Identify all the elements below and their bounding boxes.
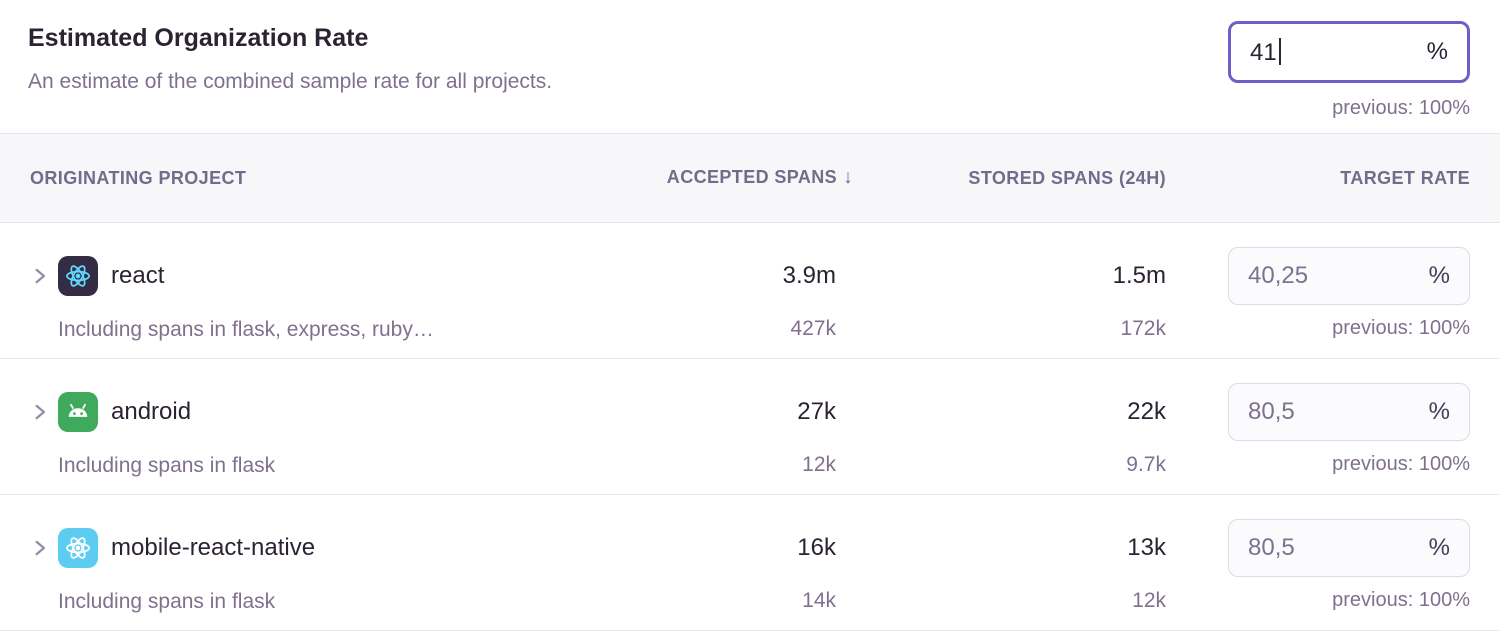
accepted-spans-cell: 3.9m 427k [593,247,853,358]
column-stored-spans[interactable]: STORED SPANS (24H) [968,167,1166,188]
project-sub-label: Including spans in flask, express, ruby… [58,318,434,341]
org-previous-rate: previous: 100% [1332,97,1470,119]
org-rate-value: 41 [1250,37,1281,67]
org-rate-input[interactable]: 41 % [1228,21,1470,83]
page-title: Estimated Organization Rate [28,24,369,52]
project-sub-label: Including spans in flask [58,454,276,477]
target-rate-cell: 80,5 % previous: 100% [1166,519,1470,630]
project-sub-label: Including spans in flask [58,590,276,613]
expand-chevron-icon[interactable] [30,538,50,558]
percent-suffix: % [1428,398,1450,425]
react-native-platform-icon [58,528,98,568]
stored-spans-cell: 22k 9.7k [853,383,1166,494]
column-originating-project: ORIGINATING PROJECT [30,167,247,188]
project-name[interactable]: mobile-react-native [111,534,316,561]
table-row: mobile-react-native Including spans in f… [0,495,1500,631]
percent-suffix: % [1428,262,1450,289]
target-rate-cell: 80,5 % previous: 100% [1166,383,1470,494]
project-cell: mobile-react-native Including spans in f… [0,519,593,630]
target-rate-input[interactable]: 80,5 % [1228,383,1470,441]
table-row: react Including spans in flask, express,… [0,223,1500,359]
stored-spans-sub-value: 172k [1120,317,1166,340]
column-accepted-spans[interactable]: ACCEPTED SPANS ↓ [666,167,853,188]
accepted-spans-sub-value: 14k [802,589,836,612]
stored-spans-value: 1.5m [1112,262,1166,289]
accepted-spans-sub-value: 427k [790,317,836,340]
previous-rate: previous: 100% [1332,317,1470,339]
stored-spans-cell: 1.5m 172k [853,247,1166,358]
project-name[interactable]: react [111,262,165,289]
previous-rate: previous: 100% [1332,453,1470,475]
accepted-spans-cell: 27k 12k [593,383,853,494]
expand-chevron-icon[interactable] [30,266,50,286]
previous-rate: previous: 100% [1332,589,1470,611]
stored-spans-cell: 13k 12k [853,519,1166,630]
project-name[interactable]: android [111,398,192,425]
project-cell: react Including spans in flask, express,… [0,247,593,358]
accepted-spans-value: 3.9m [782,262,836,289]
accepted-spans-cell: 16k 14k [593,519,853,630]
react-platform-icon [58,256,98,296]
stored-spans-value: 13k [1127,534,1166,561]
estimated-rate-section: Estimated Organization Rate An estimate … [0,0,1500,133]
accepted-spans-sub-value: 12k [802,453,836,476]
accepted-spans-value: 27k [797,398,836,425]
column-target-rate: TARGET RATE [1340,167,1470,188]
expand-chevron-icon[interactable] [30,402,50,422]
stored-spans-sub-value: 9.7k [1126,453,1166,476]
table-header: ORIGINATING PROJECT ACCEPTED SPANS ↓ STOR… [0,133,1500,223]
stored-spans-value: 22k [1127,398,1166,425]
accepted-spans-value: 16k [797,534,836,561]
sort-desc-icon: ↓ [843,167,853,188]
text-caret [1278,37,1281,65]
project-cell: android Including spans in flask [0,383,593,494]
target-rate-input[interactable]: 40,25 % [1228,247,1470,305]
android-platform-icon [58,392,98,432]
target-rate-input[interactable]: 80,5 % [1228,519,1470,577]
percent-suffix: % [1428,534,1450,561]
stored-spans-sub-value: 12k [1132,589,1166,612]
table-row: android Including spans in flask 27k 12k… [0,359,1500,495]
target-rate-cell: 40,25 % previous: 100% [1166,247,1470,358]
page-subtitle: An estimate of the combined sample rate … [28,70,553,93]
percent-suffix: % [1426,38,1448,65]
